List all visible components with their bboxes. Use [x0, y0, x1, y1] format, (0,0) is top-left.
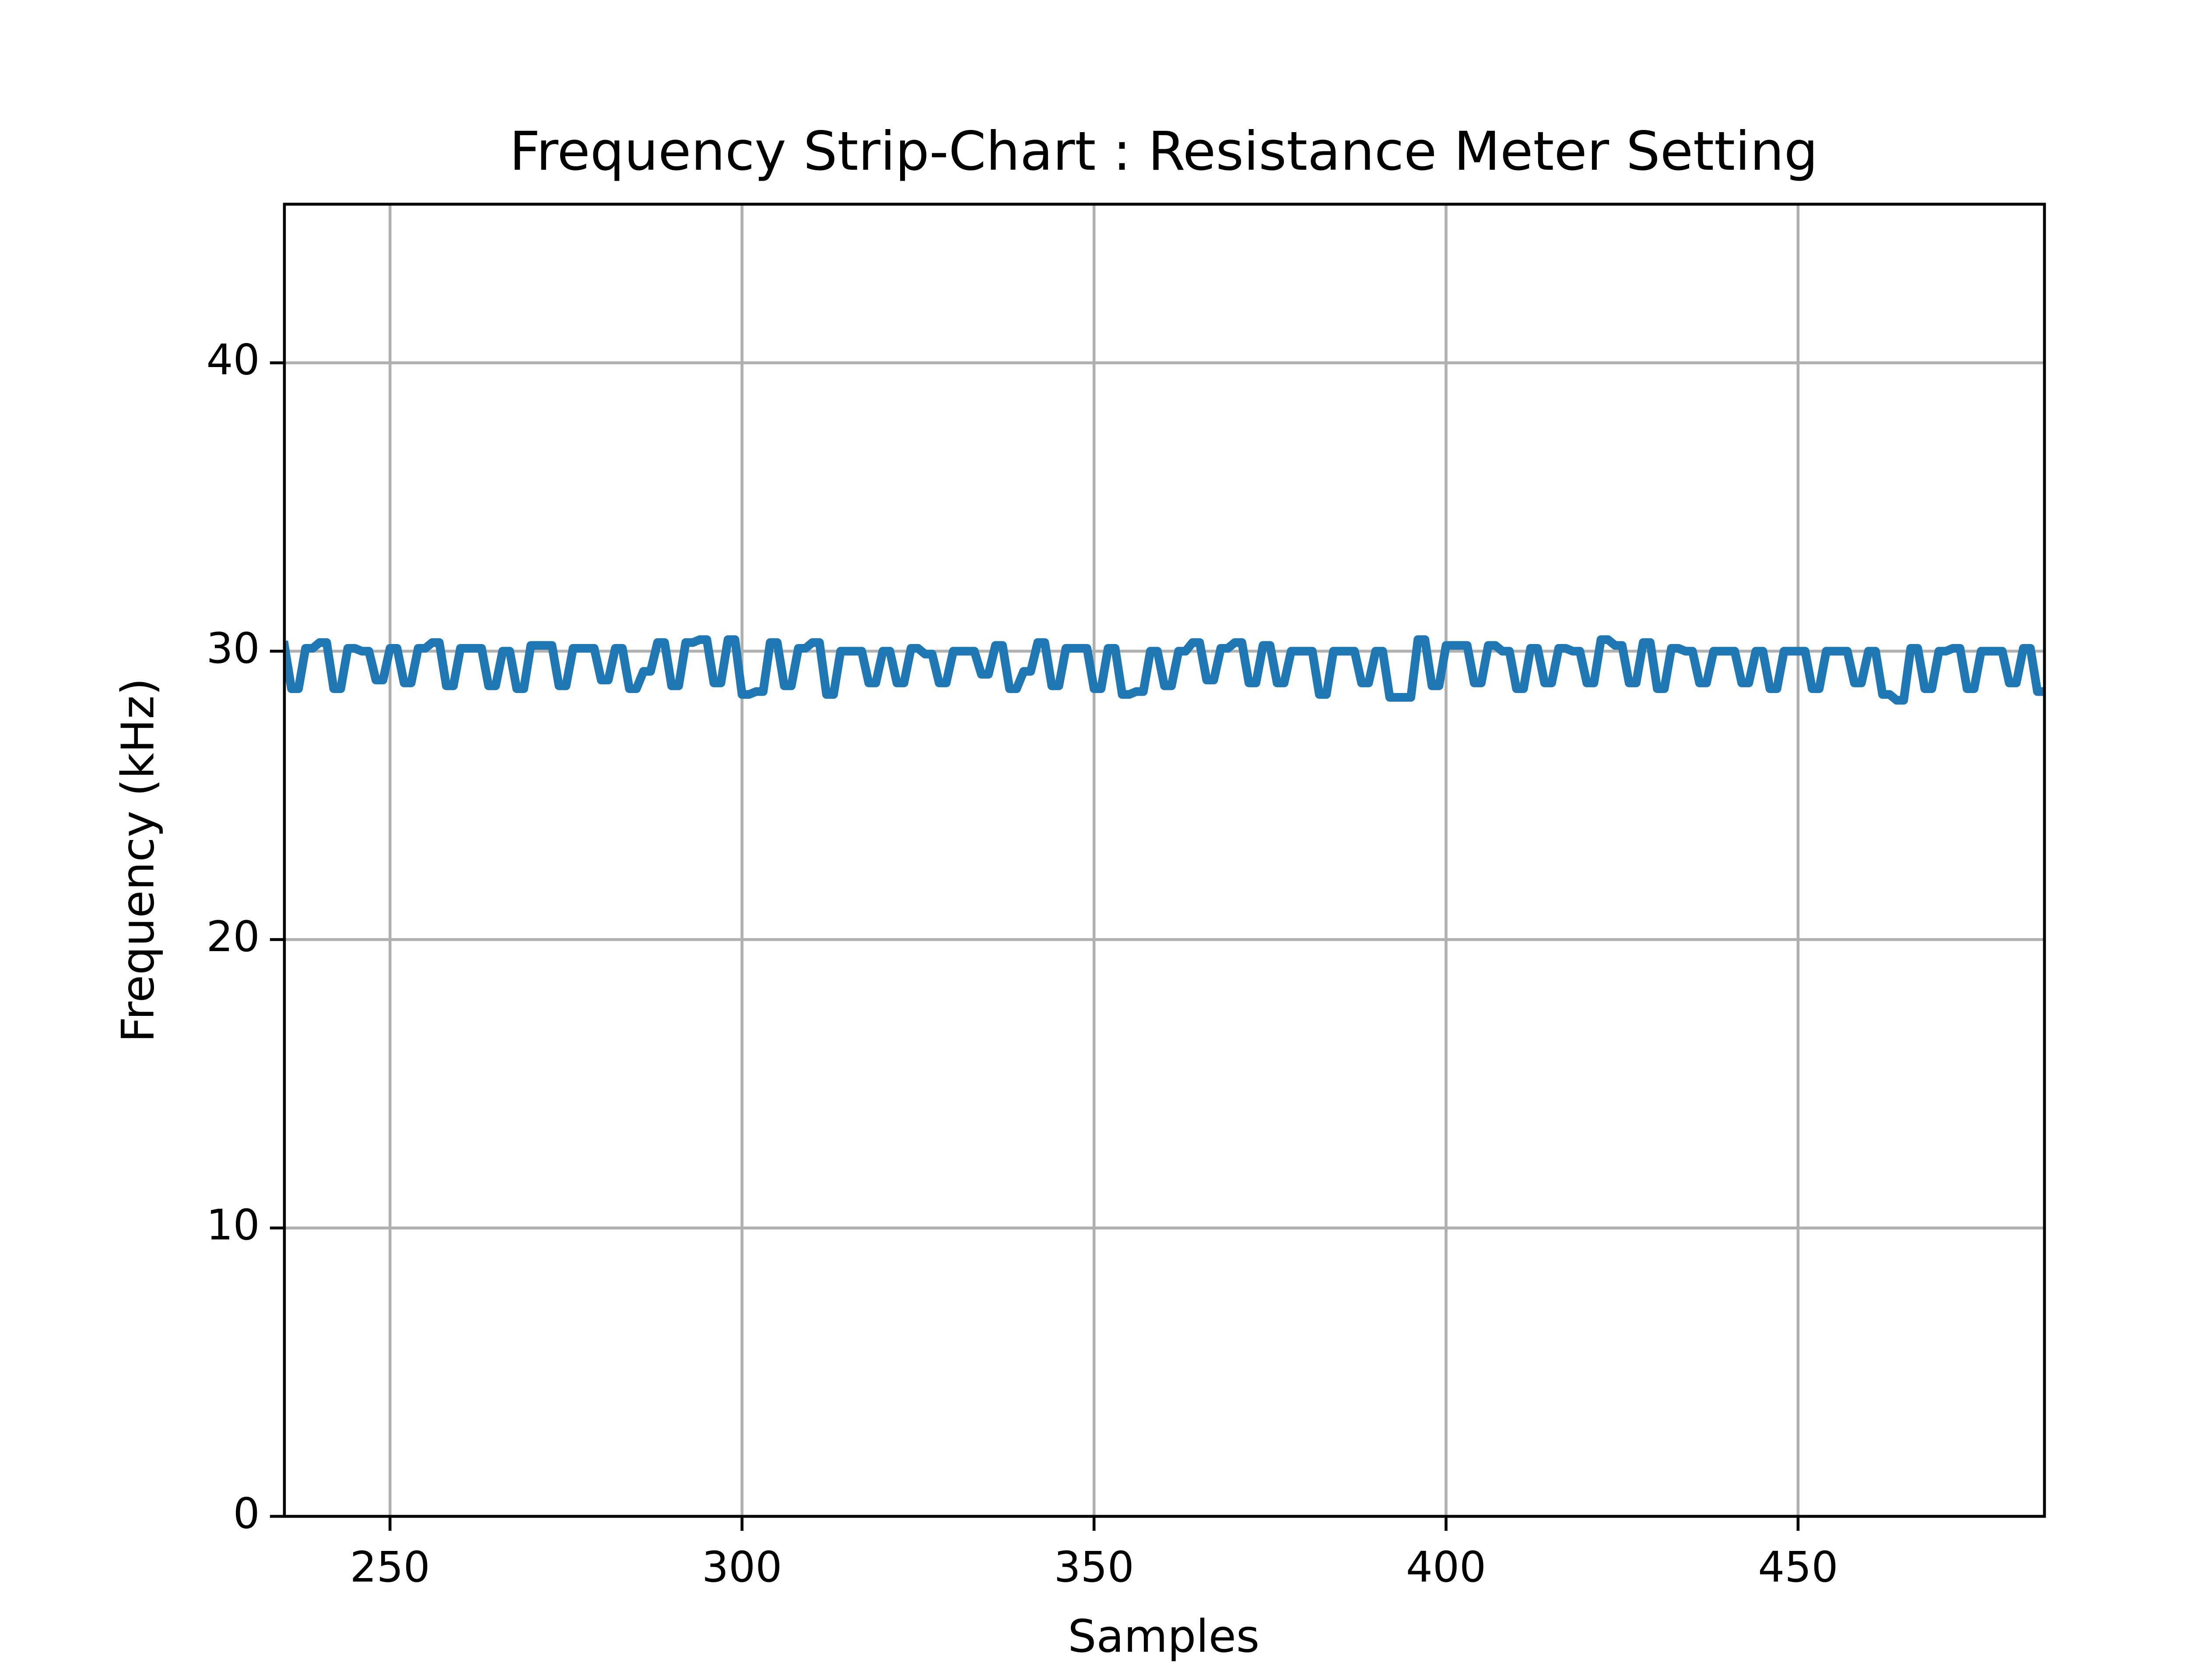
y-tick-label: 30 — [206, 624, 259, 673]
chart-title: Frequency Strip-Chart : Resistance Meter… — [509, 120, 1818, 182]
axes-frame — [283, 203, 2046, 1518]
data-line — [284, 635, 2044, 705]
y-axis-label: Frequency (kHz) — [112, 678, 165, 1043]
y-tick-label: 0 — [233, 1489, 260, 1538]
plot-area — [284, 635, 2044, 705]
ticks: 250 300 350 400 450 0 10 20 30 40 — [206, 336, 1838, 1592]
x-tick-label: 300 — [702, 1543, 782, 1592]
x-tick-label: 350 — [1054, 1543, 1134, 1592]
y-tick-label: 20 — [206, 912, 259, 961]
x-axis-label: Samples — [1068, 1611, 1259, 1663]
x-tick-label: 250 — [350, 1543, 430, 1592]
x-tick-label: 400 — [1406, 1543, 1486, 1592]
x-tick-label: 450 — [1758, 1543, 1838, 1592]
y-tick-label: 40 — [206, 336, 259, 385]
y-tick-label: 10 — [206, 1200, 259, 1250]
